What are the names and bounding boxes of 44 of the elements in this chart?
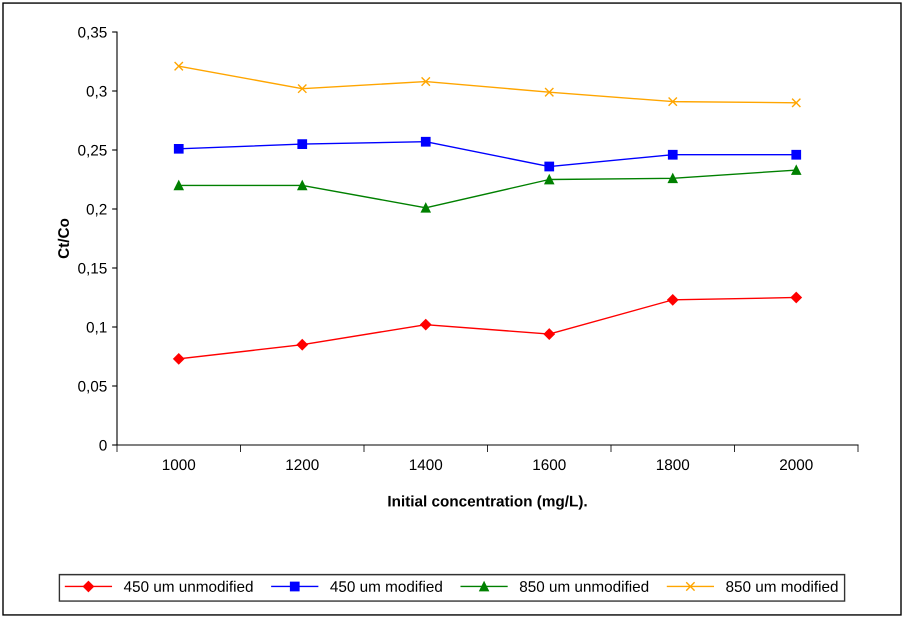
legend-label: 850 um modified [726,580,838,592]
legend-label: 450 um modified [330,580,442,592]
point [420,319,432,330]
point [174,180,184,190]
point [174,61,184,72]
x-axis-title: Initial concentration (mg/L). [388,495,587,510]
point [297,139,308,149]
point [544,328,555,340]
point [668,173,678,184]
point [296,339,308,350]
y-tick-label: 0,35 [78,26,107,40]
y-tick-label: 0,25 [78,144,107,158]
point [173,353,184,364]
point [790,292,802,304]
y-tick-label: 0,1 [86,322,107,334]
legend-label: 450 um unmodified [124,580,253,592]
point [174,144,184,154]
point [667,294,678,306]
point [791,98,802,108]
point [420,202,431,213]
point [544,162,554,172]
point [420,76,431,86]
y-tick-label: 0 [99,440,107,451]
x-tick-label: 1800 [656,459,690,470]
point [544,174,554,184]
y-tick-label: 0,05 [78,380,107,394]
point [791,165,802,175]
legend-label: 850 um unmodified [520,580,648,592]
point [668,150,678,160]
y-tick-label: 0,15 [78,262,107,276]
point [544,87,554,98]
x-tick-label: 2000 [780,459,813,470]
point [297,180,308,190]
point [791,150,802,160]
y-tick-label: 0,2 [86,204,107,216]
y-axis-title: Ct/Co [58,218,70,258]
y-tick-label: 0,3 [86,86,107,98]
x-tick-label: 1400 [410,459,442,470]
point [420,136,431,147]
point [668,96,678,106]
point [297,84,308,94]
x-tick-label: 1600 [533,459,566,470]
x-tick-label: 1000 [162,459,196,470]
x-tick-label: 1200 [286,459,319,470]
